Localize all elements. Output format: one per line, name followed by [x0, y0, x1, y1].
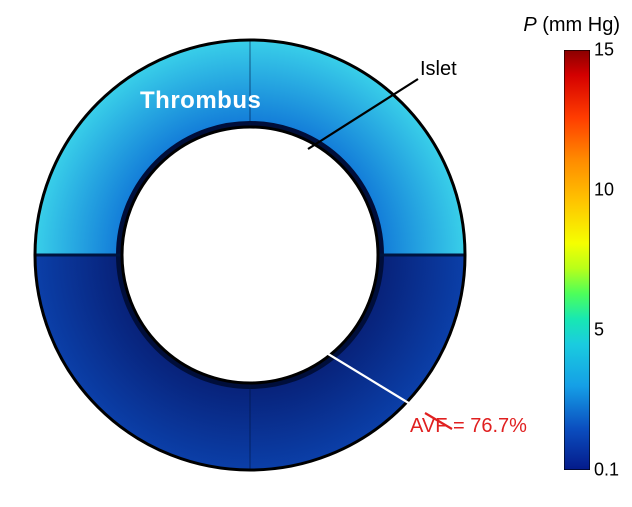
islet-label: Islet — [420, 58, 457, 81]
avf-label: AVF = 76.7% — [410, 415, 527, 438]
colorbar-title-unit: (mm Hg) — [537, 14, 620, 36]
colorbar-tick: 10 — [594, 179, 614, 200]
colorbar-svg — [564, 50, 590, 470]
colorbar: 151050.1 — [564, 50, 590, 470]
colorbar-tick: 0.1 — [594, 460, 619, 481]
colorbar-tick: 5 — [594, 320, 604, 341]
figure-canvas: Thrombus Islet AVF = 76.7% P (mm Hg) 151… — [0, 0, 632, 507]
thrombus-label: Thrombus — [140, 87, 261, 115]
colorbar-title-symbol: P — [523, 14, 536, 36]
colorbar-title: P (mm Hg) — [523, 14, 620, 37]
colorbar-tick: 15 — [594, 40, 614, 61]
